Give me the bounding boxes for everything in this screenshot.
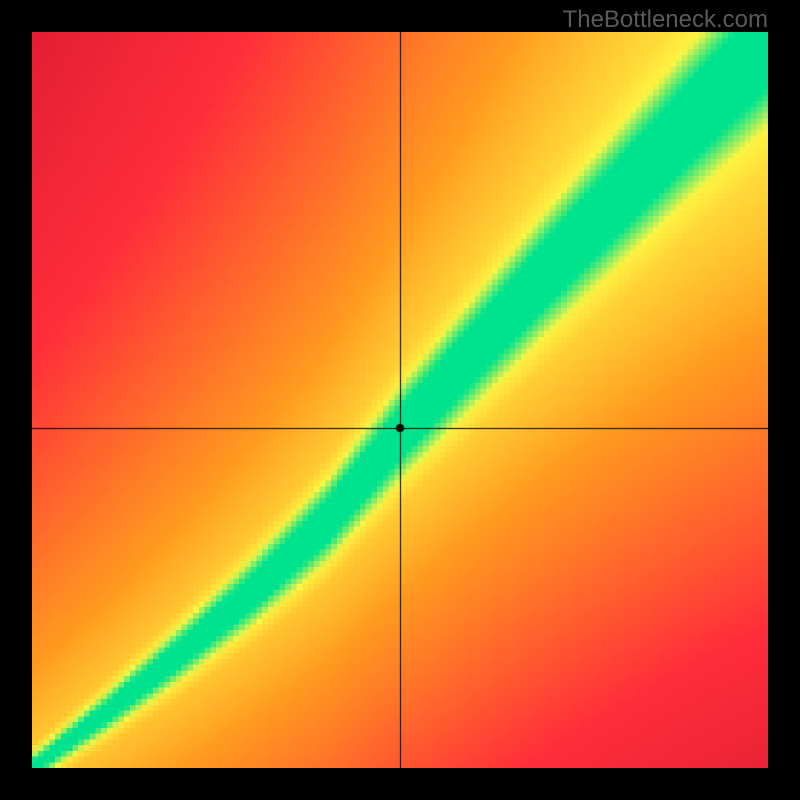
watermark-text: TheBottleneck.com [563,6,768,34]
crosshair-overlay [32,32,768,768]
